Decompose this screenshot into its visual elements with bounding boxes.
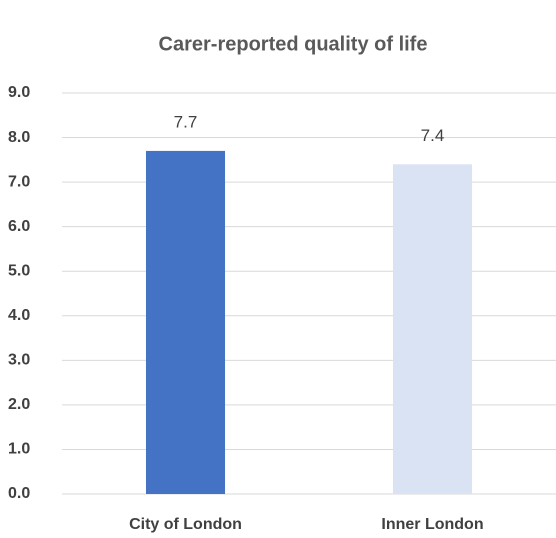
bar bbox=[392, 164, 473, 495]
y-tick-label: 4.0 bbox=[8, 307, 30, 324]
y-tick-label: 6.0 bbox=[8, 218, 30, 235]
data-label: 7.7 bbox=[174, 112, 198, 131]
x-tick-label: Inner London bbox=[381, 516, 483, 533]
y-tick-label: 3.0 bbox=[8, 352, 30, 369]
y-tick-label: 1.0 bbox=[8, 441, 30, 458]
y-tick-label: 2.0 bbox=[8, 396, 30, 413]
data-label: 7.4 bbox=[421, 126, 445, 145]
y-tick-label: 8.0 bbox=[8, 129, 30, 146]
x-tick-label: City of London bbox=[129, 516, 242, 533]
chart-title: Carer-reported quality of life bbox=[159, 33, 428, 55]
y-tick-label: 7.0 bbox=[8, 173, 30, 190]
y-tick-label: 5.0 bbox=[8, 262, 30, 279]
y-tick-label: 9.0 bbox=[8, 84, 30, 101]
y-tick-label: 0.0 bbox=[8, 485, 30, 502]
bar bbox=[145, 150, 226, 494]
